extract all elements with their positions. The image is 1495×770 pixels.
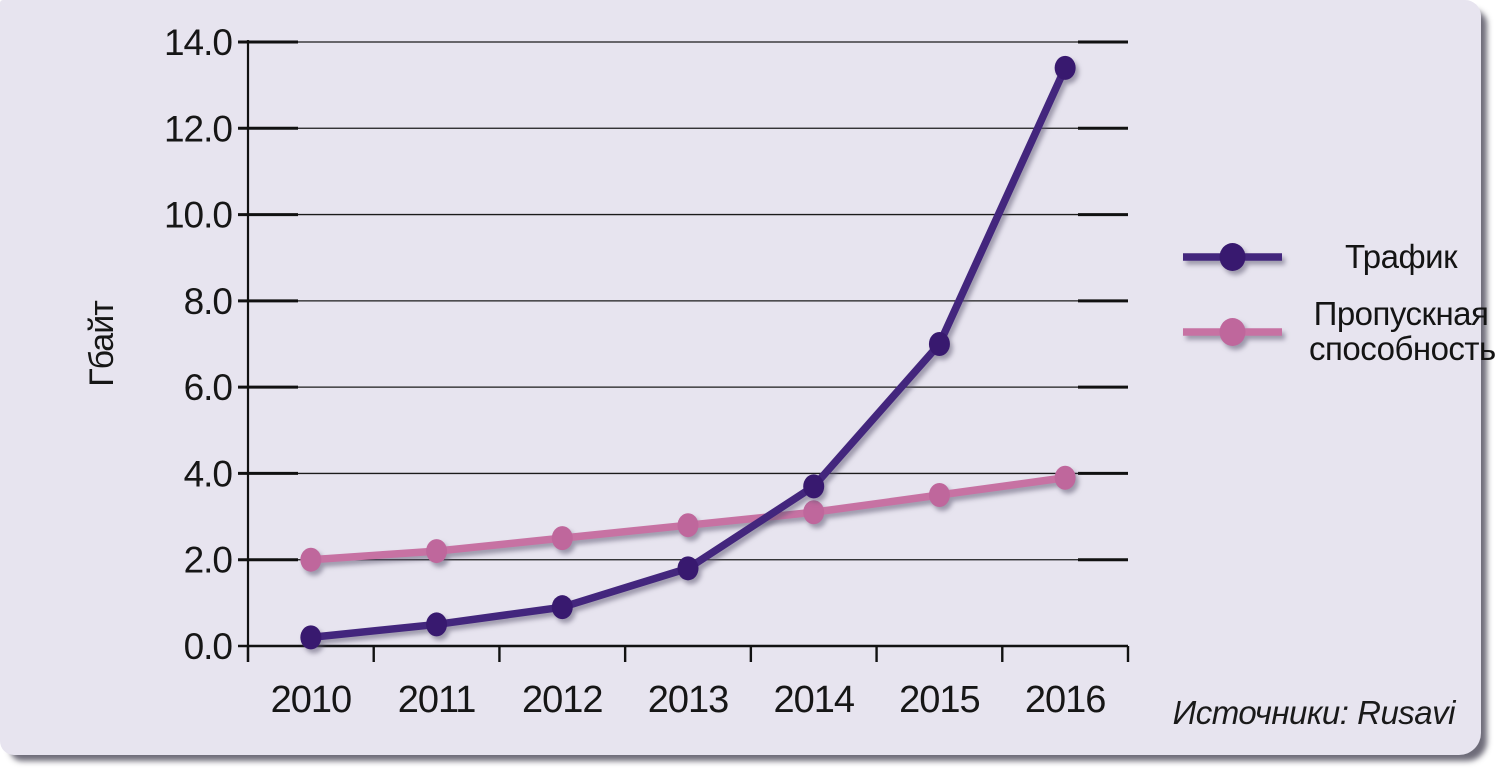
y-tick-label: 8.0 xyxy=(184,281,233,322)
data-point-bandwidth-2014 xyxy=(803,500,825,525)
y-axis-title: Гбайт xyxy=(83,301,121,387)
source-note: Источники: Rusavi xyxy=(1172,694,1456,731)
data-point-bandwidth-2010 xyxy=(300,547,322,572)
legend-item-bandwidth: Пропускная способность xyxy=(1180,294,1495,367)
line-chart: Гбайт 0.0 2.0 4.0 6.0 8.0 10.0 12.0 14.0 2010 201… xyxy=(83,22,1130,721)
y-tick-label: 12.0 xyxy=(164,108,232,149)
traffic-legend-marker-icon xyxy=(1183,243,1282,272)
data-point-bandwidth-2013 xyxy=(677,513,699,538)
legend: Трафик Пропускная способность xyxy=(1180,238,1495,367)
legend-marker xyxy=(1219,317,1246,346)
y-tick-label: 2.0 xyxy=(184,540,233,581)
data-point-traffic-2013 xyxy=(677,556,699,581)
y-tick-label: 6.0 xyxy=(184,367,233,408)
x-tick-label: 2016 xyxy=(1025,679,1106,721)
y-tick-label: 14.0 xyxy=(164,22,232,63)
legend-label-bandwidth: Пропускная способность xyxy=(1309,294,1495,367)
x-tick-label: 2012 xyxy=(522,679,603,721)
x-tick-label: 2010 xyxy=(271,679,352,721)
data-point-traffic-2016 xyxy=(1054,55,1076,80)
legend-label-traffic: Трафик xyxy=(1344,238,1458,275)
y-tick-label: 4.0 xyxy=(184,453,233,494)
x-tick-label: 2015 xyxy=(899,679,980,721)
data-point-traffic-2011 xyxy=(426,612,448,637)
bandwidth-legend-marker-icon xyxy=(1183,317,1282,346)
y-tick-label: 10.0 xyxy=(164,195,232,236)
data-point-bandwidth-2011 xyxy=(426,539,448,564)
x-tick-label: 2011 xyxy=(398,679,476,721)
data-point-traffic-2010 xyxy=(300,625,322,650)
data-point-bandwidth-2016 xyxy=(1054,465,1076,490)
series-bandwidth xyxy=(300,465,1076,572)
x-tick-label: 2013 xyxy=(648,679,729,721)
data-point-traffic-2012 xyxy=(551,595,573,620)
data-point-traffic-2015 xyxy=(928,332,950,356)
x-tick-label: 2014 xyxy=(773,679,854,721)
legend-marker xyxy=(1219,243,1246,272)
y-tick-label: 0.0 xyxy=(184,626,233,667)
data-point-bandwidth-2012 xyxy=(551,526,573,551)
legend-item-traffic: Трафик xyxy=(1180,238,1493,275)
data-point-traffic-2014 xyxy=(803,474,825,499)
series-traffic xyxy=(300,55,1076,650)
data-point-bandwidth-2015 xyxy=(928,483,950,507)
